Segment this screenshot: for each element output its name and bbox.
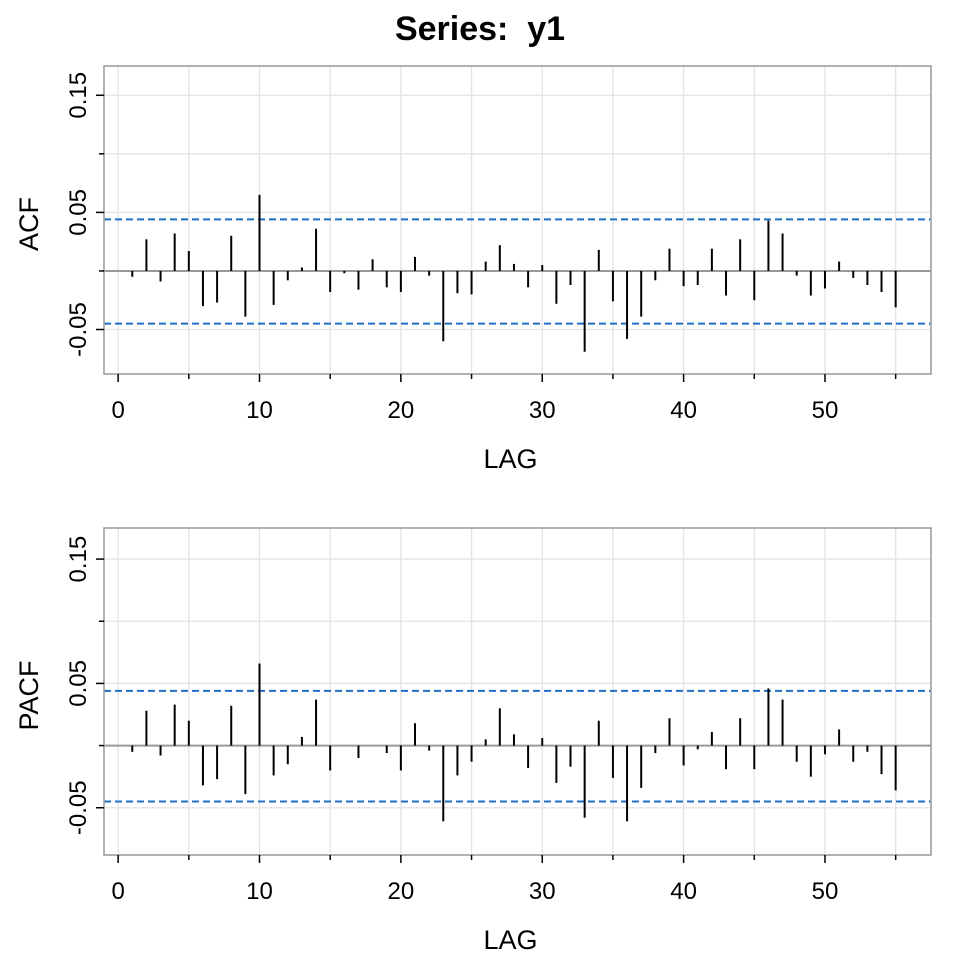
x-tick-label: 0 bbox=[111, 397, 124, 424]
acf-panel: 0 10 20 30 40 50 -0.05 0.05 0.15 LAG ACF bbox=[14, 65, 932, 474]
x-tick-label: 40 bbox=[670, 397, 697, 424]
x-tick-label: 40 bbox=[670, 878, 697, 905]
y-tick-label: 0.05 bbox=[65, 660, 92, 707]
x-tick-label: 10 bbox=[246, 397, 273, 424]
y-tick-label: 0.05 bbox=[65, 189, 92, 236]
pacf-panel: 0 10 20 30 40 50 -0.05 0.05 0.15 LAG PACF bbox=[14, 527, 932, 955]
y-tick-label: -0.05 bbox=[65, 780, 92, 835]
y-axis-title: PACF bbox=[14, 660, 44, 730]
x-tick-label: 30 bbox=[529, 397, 556, 424]
figure-title: Series: y1 bbox=[394, 10, 566, 48]
x-tick-label: 10 bbox=[246, 878, 273, 905]
x-tick-label: 50 bbox=[812, 878, 839, 905]
x-axis-title: LAG bbox=[483, 444, 537, 474]
x-tick-label: 20 bbox=[388, 878, 415, 905]
plot-frame bbox=[103, 65, 932, 375]
x-axis-title: LAG bbox=[483, 925, 537, 955]
x-tick-label: 30 bbox=[529, 878, 556, 905]
plot-frame bbox=[103, 527, 932, 856]
x-tick-label: 0 bbox=[111, 878, 124, 905]
y-axis-title: ACF bbox=[14, 197, 44, 251]
x-tick-label: 50 bbox=[812, 397, 839, 424]
x-tick-label: 20 bbox=[388, 397, 415, 424]
y-tick-label: 0.15 bbox=[65, 72, 92, 119]
y-tick-label: -0.05 bbox=[65, 302, 92, 357]
y-tick-label: 0.15 bbox=[65, 536, 92, 583]
